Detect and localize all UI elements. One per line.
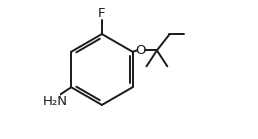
Text: O: O	[136, 44, 146, 57]
Text: H₂N: H₂N	[43, 95, 68, 108]
Text: F: F	[98, 7, 106, 20]
